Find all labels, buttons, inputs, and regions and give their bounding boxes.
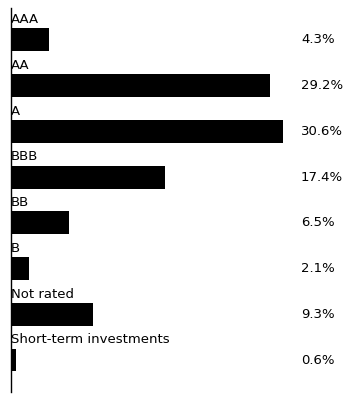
Text: A: A xyxy=(11,105,20,118)
Text: BBB: BBB xyxy=(11,150,38,164)
Bar xyxy=(11,166,166,188)
Text: 9.3%: 9.3% xyxy=(301,308,334,321)
Text: 2.1%: 2.1% xyxy=(301,262,335,275)
Bar xyxy=(11,29,49,51)
Text: B: B xyxy=(11,242,20,255)
Text: Not rated: Not rated xyxy=(11,287,74,301)
Bar xyxy=(11,211,68,234)
Bar xyxy=(11,348,16,371)
Text: 30.6%: 30.6% xyxy=(301,125,343,138)
Text: AA: AA xyxy=(11,59,30,72)
Text: Short-term investments: Short-term investments xyxy=(11,333,170,346)
Bar xyxy=(11,120,283,143)
Text: 29.2%: 29.2% xyxy=(301,79,343,92)
Bar xyxy=(11,257,30,280)
Bar xyxy=(11,303,94,326)
Text: BB: BB xyxy=(11,196,29,209)
Text: 17.4%: 17.4% xyxy=(301,171,343,184)
Bar xyxy=(11,74,270,97)
Text: 4.3%: 4.3% xyxy=(301,33,334,46)
Text: AAA: AAA xyxy=(11,13,39,26)
Text: 6.5%: 6.5% xyxy=(301,216,334,229)
Text: 0.6%: 0.6% xyxy=(301,354,334,367)
